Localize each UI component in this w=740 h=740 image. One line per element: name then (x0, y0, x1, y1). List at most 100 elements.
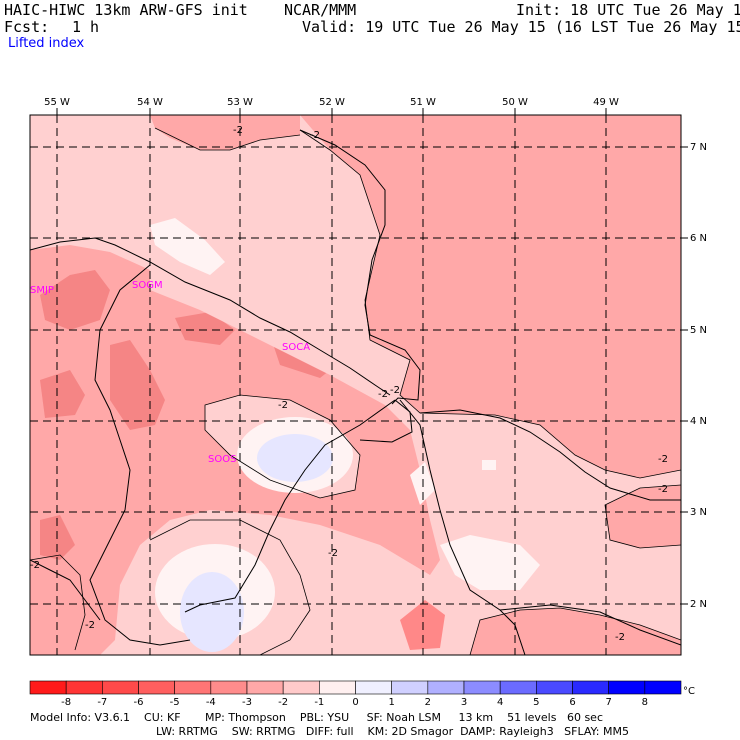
contour-label: -2 (658, 454, 668, 465)
colorbar-tick-label: 3 (461, 697, 467, 708)
colorbar-swatch (355, 680, 392, 695)
colorbar-tick-label: 0 (352, 697, 358, 708)
stations: SMJP SOGM SOCA SOOS (30, 280, 310, 465)
contour-label: -2 (233, 125, 243, 136)
station-label: SOGM (132, 280, 163, 291)
colorbar-tick-label: -6 (134, 697, 144, 708)
colorbar-tick-label: -3 (242, 697, 252, 708)
lat-label: 3 N (690, 507, 707, 518)
lat-label: 5 N (690, 325, 707, 336)
colorbar-swatch (572, 680, 609, 695)
colorbar-tick-label: -2 (278, 697, 288, 708)
model-info-line1: Model Info: V3.6.1 CU: KF MP: Thompson P… (30, 711, 603, 724)
lon-label: 51 W (410, 97, 436, 108)
field-white-n (150, 218, 225, 275)
colorbar-swatch (138, 680, 175, 695)
lat-label: 6 N (690, 233, 707, 244)
lon-label: 55 W (44, 97, 70, 108)
field-deep-2 (110, 340, 165, 430)
lon-label: 50 W (502, 97, 528, 108)
lon-label: 53 W (227, 97, 253, 108)
valid-time: Valid: 19 UTC Tue 26 May 15 (16 LST Tue … (302, 18, 740, 36)
coastline-amapa (299, 129, 421, 405)
colorbar-swatch (427, 680, 465, 695)
colorbar-swatch (174, 680, 212, 695)
contour-label: -2 (30, 560, 40, 571)
field-se (605, 485, 681, 548)
station-label: SOOS (208, 454, 236, 465)
colorbar-swatch (65, 680, 103, 695)
map-frame (29, 114, 682, 656)
colorbar-swatch (536, 680, 573, 695)
colorbar-swatch (463, 680, 501, 695)
contour-label: -2 (310, 130, 320, 141)
colorbar-swatch (608, 680, 646, 695)
forecast-label: Fcst: (4, 18, 50, 36)
field-white-speck (482, 460, 496, 470)
colorbar-tick-label: 7 (605, 697, 611, 708)
colorbar-tick-label: 8 (642, 697, 648, 708)
lat-label: 4 N (690, 416, 707, 427)
lat-labels: 7 N 6 N 5 N 4 N 3 N 2 N (690, 142, 707, 610)
field-deep-3 (40, 370, 85, 418)
colorbar-tick-label: -7 (97, 697, 107, 708)
lon-label: 49 W (593, 97, 619, 108)
contour-label: -2 (658, 484, 668, 495)
contour-labels: -2 -2 -2 -2 -2 -2 -2 -2 -2 -2 -2 (30, 125, 668, 643)
contour-label: -2 (85, 620, 95, 631)
colorbar-swatch (499, 680, 537, 695)
contour-label: -2 (390, 385, 400, 396)
colorbar-swatch (210, 680, 248, 695)
border-amapa-river (359, 399, 413, 443)
field-deep-4 (175, 312, 235, 345)
colorbar-swatch (319, 680, 356, 695)
border-guyana (89, 264, 191, 646)
colorbar-swatch (391, 680, 429, 695)
contour-label: -2 (328, 548, 338, 559)
axis-ticks (56, 108, 688, 605)
field-name: Lifted index (8, 36, 85, 51)
colorbar-tick-label: -8 (61, 697, 71, 708)
field-n-band (150, 115, 300, 150)
colorbar-tick-label: -1 (314, 697, 324, 708)
model-title: HAIC-HIWC 13km ARW-GFS init NCAR/MMM (4, 1, 357, 19)
border-se (499, 604, 681, 646)
coastline-north (30, 237, 391, 396)
lon-label: 54 W (137, 97, 163, 108)
lat-label: 2 N (690, 599, 707, 610)
colorbar-swatch (29, 680, 67, 695)
contour-label: -2 (615, 632, 625, 643)
coastline-east (419, 409, 681, 501)
contours (30, 127, 681, 655)
border-east-river (399, 399, 526, 655)
field-coast-light (150, 270, 390, 405)
colorbar-swatch (246, 680, 284, 695)
colorbar-swatch (282, 680, 320, 695)
colorbar-tick-label: 2 (425, 697, 431, 708)
lon-label: 52 W (319, 97, 345, 108)
lat-label: 7 N (690, 142, 707, 153)
contour-label: -2 (278, 400, 288, 411)
station-label: SMJP (30, 285, 54, 296)
border-west (30, 559, 101, 621)
init-time: Init: 18 UTC Tue 26 May 15 (516, 1, 740, 19)
field-ne-ocean (300, 115, 681, 478)
colorbar: -8 -7 -6 -5 -4 -3 -2 -1 0 1 2 3 4 5 6 7 8 °C (29, 680, 695, 708)
field-s-coast (470, 608, 681, 655)
colorbar-tick-label: 6 (569, 697, 575, 708)
field-soos-positive (257, 434, 333, 482)
contour-label: -2 (378, 389, 388, 400)
model-info-line2: LW: RRTMG SW: RRTMG DIFF: full KM: 2D Sm… (156, 725, 629, 738)
latlon-grid (30, 115, 681, 655)
colorbar-swatch (102, 680, 139, 695)
colorbar-tick-label: 4 (497, 697, 503, 708)
colorbar-tick-label: -4 (206, 697, 216, 708)
colorbar-tick-label: -5 (170, 697, 180, 708)
field-south-positive (180, 572, 244, 652)
colorbar-unit: °C (683, 686, 695, 697)
forecast-hour: 1 h (72, 18, 100, 36)
station-label: SOCA (282, 342, 310, 353)
lon-labels: 55 W 54 W 53 W 52 W 51 W 50 W 49 W (44, 97, 619, 108)
colorbar-tick-label: 5 (533, 697, 539, 708)
